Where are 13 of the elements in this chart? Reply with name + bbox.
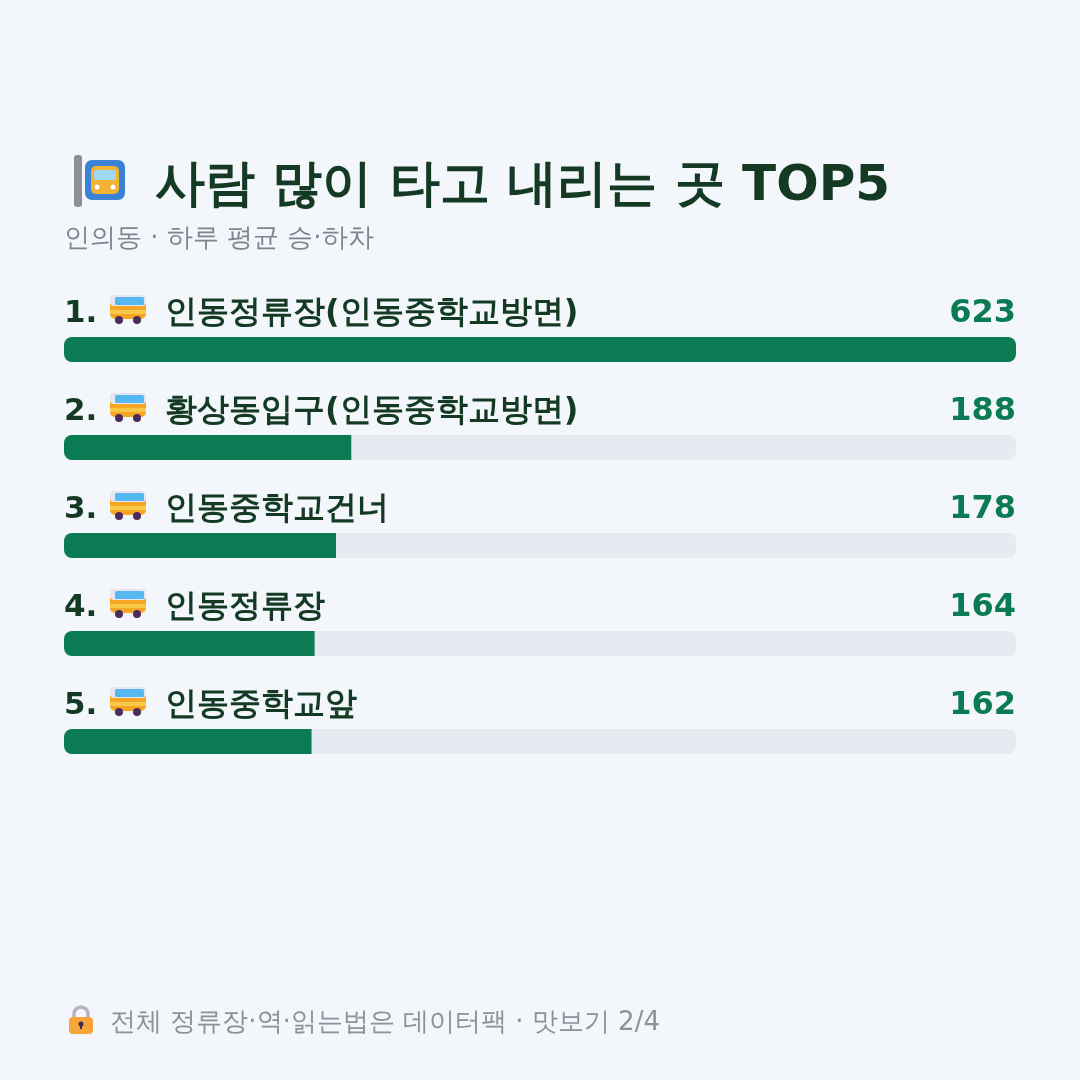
data-label: 162	[949, 684, 1016, 722]
category-label: 1. 인동정류장(인동중학교방면)	[64, 292, 579, 330]
chart-subtitle: 인의동 · 하루 평균 승·하차	[64, 222, 374, 252]
category-label: 2. 황상동입구(인동중학교방면)	[64, 390, 579, 428]
text: 전체 정류장·역·읽는법은 데이터팩 · 맛보기 2/4	[110, 1006, 660, 1036]
data-label: 178	[949, 488, 1016, 526]
category-label: 4. 인동정류장	[64, 586, 325, 624]
data-label: 623	[949, 292, 1016, 330]
category-label: 3. 인동중학교건너	[64, 488, 389, 526]
data-label: 188	[949, 390, 1016, 428]
data-label: 164	[949, 586, 1016, 624]
chart-title: 사람 많이 타고 내리는 곳 TOP5	[155, 154, 891, 212]
category-label: 5. 인동중학교앞	[64, 684, 357, 722]
